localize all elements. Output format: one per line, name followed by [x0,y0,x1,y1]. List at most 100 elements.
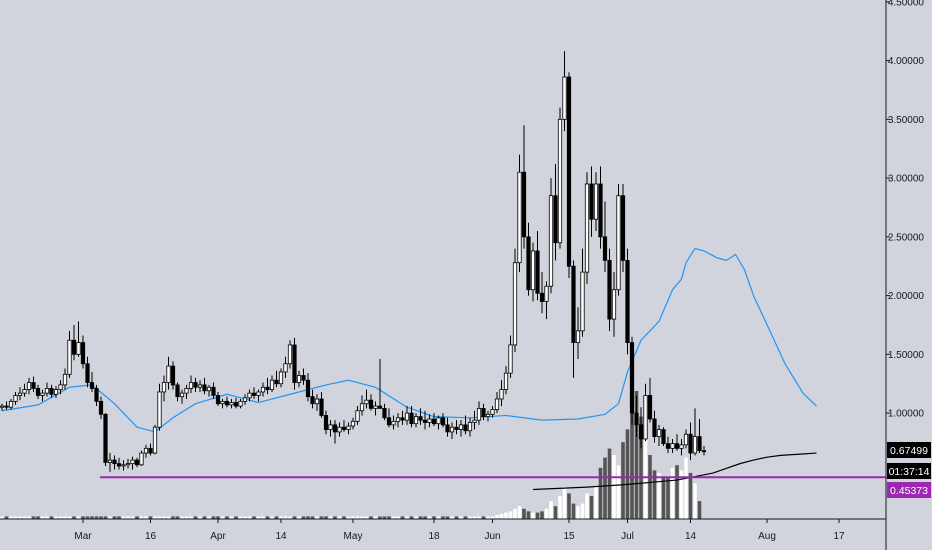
candle [278,368,284,388]
candle-body [296,375,302,383]
candle [467,417,473,437]
volume-bar [639,416,643,519]
black-moving-average-line [532,452,817,491]
candle [521,125,527,249]
candle-body [494,398,500,410]
candle [125,458,131,469]
level-label: 0.45373 [890,485,928,497]
candle-body [278,371,284,385]
volume-bar [589,495,594,519]
candle [40,389,45,402]
candle [85,356,90,388]
candle-body [121,464,126,467]
volume-bar [171,516,175,519]
candle-body [395,417,401,422]
candle-body [688,433,693,454]
y-tick-label: 1.00000 [888,409,925,420]
volume-bar [490,516,495,519]
x-tick-label: Mar [74,531,92,542]
candle [35,384,41,399]
time-axis[interactable]: Mar 16 Apr 14 May 18 Jun 15 Jul 14 Aug 17 [74,519,845,542]
volume-bar [288,516,292,519]
volume-bar [472,516,477,519]
volume-bar [603,457,607,519]
candle [76,321,81,357]
candle-body [638,424,644,440]
candle [692,408,698,456]
candle-body [179,392,185,398]
candle [215,391,221,407]
candle [571,260,576,378]
candle-body [373,405,378,409]
y-tick-label: 3.50000 [888,115,925,126]
candle-body [634,412,639,426]
candle [22,383,27,397]
candle-body [544,285,549,302]
candle [305,373,311,402]
candle [539,272,545,314]
volume-bar [112,516,117,519]
volume-bars [0,391,702,519]
volume-bar [85,516,90,519]
candle-body [242,397,248,402]
candle-body [197,384,203,388]
candle [526,222,531,296]
candle-body [674,443,680,449]
volume-bar [342,516,346,519]
candle [494,391,500,414]
volume-bar [49,516,54,519]
candle [643,383,648,442]
candle [647,377,653,423]
y-tick-label: 4.50000 [888,0,925,8]
volume-bar [688,472,693,519]
candle [314,394,320,411]
candle [202,377,207,395]
price-axis[interactable]: 4.50000 4.00000 3.50000 3.00000 2.50000 2.000… [886,0,924,420]
candle [134,457,140,468]
volume-bar [621,442,625,519]
candle [557,107,563,249]
volume-bar [499,513,504,519]
volume-bar [319,516,324,519]
candle [481,403,486,421]
candle [256,389,261,402]
candle-body [256,391,261,396]
candle-body [584,183,590,273]
volume-bar [234,516,238,519]
candle [188,375,194,394]
volume-bar [103,516,108,519]
candle [184,384,189,399]
candle [607,248,612,331]
volume-bar [202,516,207,519]
candle-body [269,379,275,391]
candle-body [80,342,86,365]
candle [530,242,536,302]
volume-bar [283,516,288,519]
volume-bar [634,391,639,519]
volume-bar [387,516,391,519]
candle [152,424,158,455]
candle-body [683,433,689,446]
volume-bar [427,516,432,519]
candle-body [625,259,630,344]
volume-bar [378,516,382,519]
volume-bar [517,506,522,519]
volume-bar [463,516,468,519]
volume-bar [625,429,630,519]
candle-body [265,386,270,390]
candle-body [157,391,162,428]
candle [602,201,608,273]
volume-bar [522,508,526,519]
candle-body [103,413,108,463]
candle-body [184,388,189,394]
candle-body [251,392,257,396]
candle-body [328,424,333,430]
candle-body [436,417,441,425]
x-tick-label: 14 [275,531,287,542]
candle-body [359,403,365,412]
candle-body [260,386,266,393]
candle [89,371,95,392]
volume-bar [553,506,558,519]
candle-body [337,426,342,433]
